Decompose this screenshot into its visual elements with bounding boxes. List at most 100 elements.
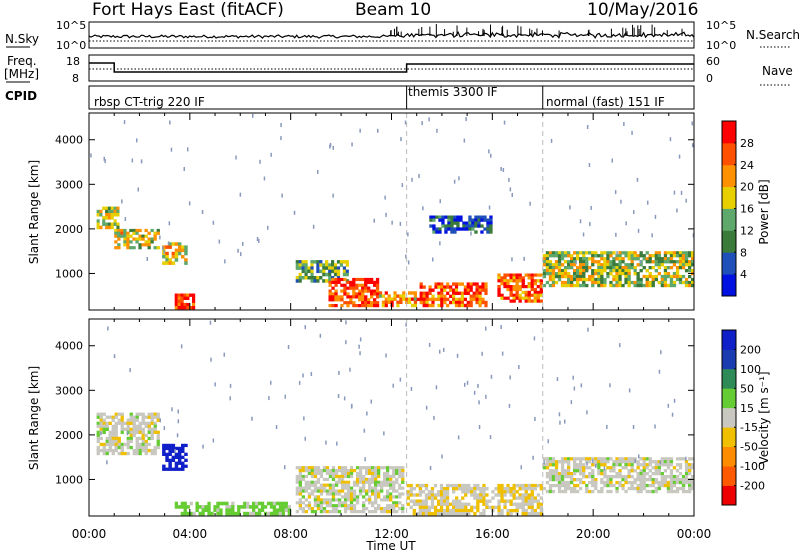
data-cell: [624, 266, 628, 270]
colorbar-tick-label: 200: [740, 343, 761, 356]
data-cell: [328, 298, 332, 302]
data-cell: [346, 483, 351, 487]
data-cell: [597, 263, 601, 267]
data-cell: [304, 486, 308, 490]
data-cell: [410, 291, 415, 295]
data-cell: [484, 303, 488, 308]
data-cell: [691, 260, 695, 264]
data-cell: [402, 294, 406, 298]
data-cell: [113, 209, 117, 214]
data-cell: [328, 498, 333, 502]
data-cell: [666, 257, 671, 261]
data-cell: [367, 286, 371, 290]
data-cell: [600, 463, 604, 467]
data-cell: [585, 257, 589, 261]
data-cell: [627, 277, 631, 282]
data-cell: [548, 469, 553, 473]
velocity-data-layer: [96, 320, 695, 516]
data-cell: [295, 279, 299, 283]
data-cell: [651, 280, 655, 285]
data-cell: [615, 269, 619, 273]
data-cell: [331, 504, 336, 508]
data-cell: [258, 501, 262, 506]
data-cell: [401, 469, 405, 473]
data-cell: [642, 483, 646, 488]
data-cell: [319, 504, 324, 508]
data-cell: [419, 297, 423, 302]
data-cell: [548, 263, 553, 267]
data-cell: [471, 221, 475, 225]
data-cell: [316, 507, 321, 511]
data-cell: [147, 231, 151, 235]
data-cell: [349, 501, 354, 505]
data-cell: [126, 424, 130, 428]
noise-speck: [317, 169, 319, 174]
data-cell: [343, 469, 348, 473]
data-cell: [606, 466, 610, 470]
data-cell: [603, 266, 607, 270]
data-cell: [454, 303, 459, 308]
data-cell: [129, 433, 133, 438]
data-cell: [368, 480, 372, 484]
data-cell: [377, 495, 381, 499]
noise-speck: [509, 187, 512, 192]
data-cell: [427, 496, 432, 500]
data-cell: [484, 300, 488, 305]
data-cell: [533, 299, 537, 303]
data-cell: [660, 475, 664, 479]
data-cell: [678, 480, 683, 485]
data-cell: [252, 511, 256, 516]
data-cell: [96, 213, 100, 217]
data-cell: [477, 224, 481, 228]
data-cell: [319, 474, 324, 479]
data-cell: [465, 224, 469, 228]
data-cell: [370, 277, 374, 282]
data-cell: [524, 285, 528, 289]
cpid-label-rbsp: rbsp CT-trig 220 IF: [94, 95, 205, 109]
data-cell: [453, 218, 457, 222]
freq-tick-top: 18: [66, 55, 80, 68]
data-cell: [445, 493, 450, 497]
data-cell: [384, 291, 388, 295]
data-cell: [99, 213, 103, 217]
data-cell: [461, 490, 465, 494]
data-cell: [627, 263, 631, 267]
data-cell: [427, 493, 432, 497]
data-cell: [675, 489, 680, 494]
data-cell: [678, 457, 683, 461]
data-cell: [380, 483, 384, 487]
xtick-label: 04:00: [173, 527, 208, 541]
power-colorbar-label: Power [dB]: [757, 179, 771, 244]
data-cell: [358, 510, 363, 514]
data-cell: [174, 501, 178, 506]
data-cell: [349, 301, 353, 305]
data-cell: [557, 480, 562, 485]
data-cell: [418, 499, 422, 503]
data-cell: [530, 502, 534, 506]
data-cell: [573, 263, 577, 267]
data-cell: [636, 274, 640, 279]
data-cell: [669, 489, 674, 494]
beam-title: Beam 10: [355, 0, 431, 20]
data-cell: [113, 213, 117, 217]
data-cell: [428, 285, 432, 289]
noise-speck: [489, 435, 492, 440]
data-cell: [612, 266, 616, 270]
data-cell: [295, 489, 299, 493]
data-cell: [362, 510, 366, 514]
data-cell: [521, 290, 525, 294]
data-cell: [398, 486, 402, 490]
data-cell: [464, 502, 468, 506]
data-cell: [684, 263, 689, 267]
data-cell: [135, 237, 139, 241]
data-cell: [343, 480, 348, 484]
data-cell: [466, 291, 470, 295]
data-cell: [621, 257, 625, 261]
data-cell: [117, 436, 121, 441]
data-cell: [328, 483, 333, 487]
data-cell: [521, 279, 525, 283]
data-cell: [374, 477, 378, 481]
data-cell: [678, 254, 683, 258]
data-cell: [365, 469, 369, 473]
data-cell: [642, 274, 646, 279]
